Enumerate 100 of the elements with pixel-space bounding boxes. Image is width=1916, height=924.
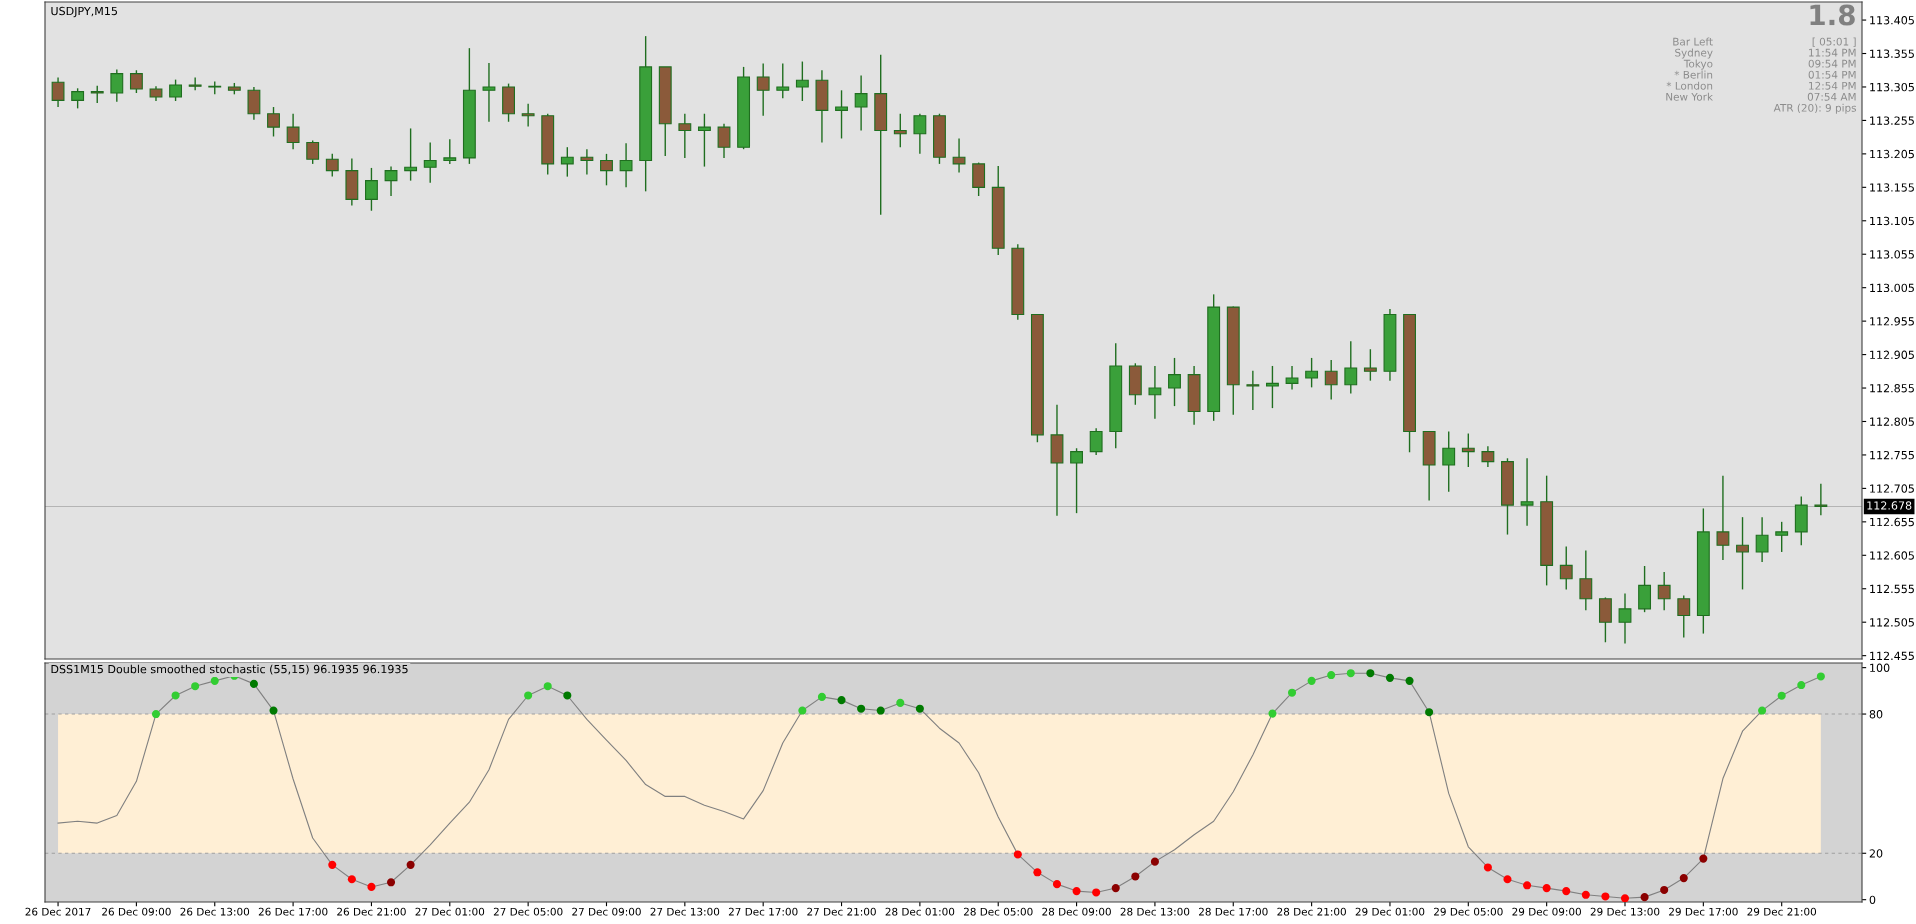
x-tick-label: 29 Dec 17:00 <box>1669 907 1738 916</box>
x-tick-label: 26 Dec 21:00 <box>337 907 406 916</box>
point <box>1072 887 1081 896</box>
candlestick <box>854 74 868 132</box>
candlestick <box>247 86 261 121</box>
candlestick <box>306 139 320 165</box>
y-tick-label: 112.855 <box>1870 384 1914 393</box>
point <box>1405 676 1414 685</box>
y-tick-label: 20 <box>1869 849 1883 858</box>
candlestick <box>51 76 65 108</box>
x-tick-label: 29 Dec 09:00 <box>1512 907 1581 916</box>
y-tick-label: 112.755 <box>1870 450 1914 460</box>
y-tick-label: 112.655 <box>1870 517 1914 527</box>
chart-title: USDJPY,M15 <box>51 6 117 18</box>
candlestick <box>423 141 437 184</box>
candlestick <box>893 113 907 148</box>
y-tick-label: 113.055 <box>1870 250 1914 259</box>
point <box>1542 884 1551 893</box>
x-tick-label: 29 Dec 01:00 <box>1355 907 1425 916</box>
candlestick <box>1657 571 1671 611</box>
candlestick <box>1442 430 1456 493</box>
point <box>1150 857 1159 866</box>
candlestick <box>756 62 770 117</box>
candlestick <box>286 113 300 150</box>
point <box>1640 893 1649 902</box>
y-tick-label: 113.155 <box>1870 183 1914 192</box>
x-tick-label: 27 Dec 21:00 <box>807 907 876 916</box>
x-tick-label: 27 Dec 17:00 <box>728 907 798 916</box>
candlestick <box>913 113 927 155</box>
chart-title: DSS1M15 Double smoothed stochastic (55,15) 96.1935 96.1935 <box>51 664 408 675</box>
point <box>151 710 161 719</box>
point <box>191 682 200 691</box>
x-tick-label: 27 Dec 09:00 <box>572 907 641 916</box>
point <box>837 696 846 705</box>
y-tick-label: 112.555 <box>1870 584 1914 594</box>
point <box>1679 874 1688 883</box>
x-tick-label: 27 Dec 01:00 <box>415 907 485 916</box>
annotation: 09:54 PM <box>1808 59 1856 68</box>
candlestick <box>110 68 124 103</box>
point <box>1013 850 1022 859</box>
point <box>1601 892 1610 901</box>
point <box>386 878 396 887</box>
candlestick <box>600 153 613 187</box>
point <box>1816 672 1825 681</box>
point <box>269 706 278 715</box>
y-tick-label: 0 <box>1869 895 1876 905</box>
y-tick-label: 112.705 <box>1870 484 1914 493</box>
annotation: 07:54 AM <box>1807 92 1856 101</box>
x-tick-label: 28 Dec 01:00 <box>885 907 955 916</box>
x-tick-label: 28 Dec 21:00 <box>1277 907 1346 916</box>
point <box>328 860 337 869</box>
candlestick <box>188 76 202 92</box>
candlestick <box>795 60 809 102</box>
annotation: Bar Left <box>1673 37 1713 46</box>
point <box>1287 688 1297 697</box>
y-tick-label: 112.905 <box>1870 350 1914 359</box>
candlestick <box>325 153 339 178</box>
point <box>1307 676 1316 685</box>
candlestick <box>1716 474 1730 561</box>
candlestick <box>1755 516 1769 563</box>
candlestick <box>169 78 183 102</box>
candlestick <box>384 165 398 197</box>
y-tick-label: 113.405 <box>1870 16 1914 25</box>
y-tick-label: 100 <box>1870 663 1890 673</box>
candlestick <box>129 69 143 94</box>
candlestick <box>1559 545 1573 591</box>
y-tick-label: 112.955 <box>1870 317 1914 326</box>
candlestick <box>1598 596 1612 643</box>
candlestick <box>1246 369 1260 411</box>
candlestick <box>1579 549 1593 611</box>
annotation: 1.8 <box>1810 4 1855 26</box>
candlestick <box>71 87 85 110</box>
y-tick-label: 112.805 <box>1870 417 1914 426</box>
candlestick <box>1148 365 1162 420</box>
candlestick <box>1638 565 1652 613</box>
point <box>1366 669 1375 678</box>
y-tick-label: 113.305 <box>1870 82 1914 92</box>
point <box>1346 669 1355 678</box>
candlestick <box>1363 348 1377 382</box>
point <box>1385 673 1395 682</box>
y-tick-label: 112.605 <box>1870 551 1914 560</box>
annotation: Tokyo <box>1683 59 1713 70</box>
y-tick-label: 113.355 <box>1870 49 1914 58</box>
candlestick <box>697 113 711 168</box>
y-tick-label: 112.505 <box>1870 618 1914 627</box>
annotation: 01:54 PM <box>1808 70 1856 79</box>
point <box>1562 887 1571 896</box>
point <box>1777 691 1786 700</box>
annotation: 11:54 PM <box>1809 48 1856 57</box>
x-tick-label: 27 Dec 05:00 <box>493 907 563 916</box>
point <box>1131 872 1140 881</box>
point <box>1797 680 1806 690</box>
candlestick <box>1305 357 1319 389</box>
candlestick <box>1618 592 1632 645</box>
point <box>1268 709 1277 718</box>
point <box>1581 890 1590 899</box>
y-tick-label: 112.455 <box>1870 651 1914 661</box>
candlestick <box>1677 594 1691 639</box>
point <box>876 706 885 715</box>
x-tick-label: 26 Dec 09:00 <box>102 907 171 916</box>
